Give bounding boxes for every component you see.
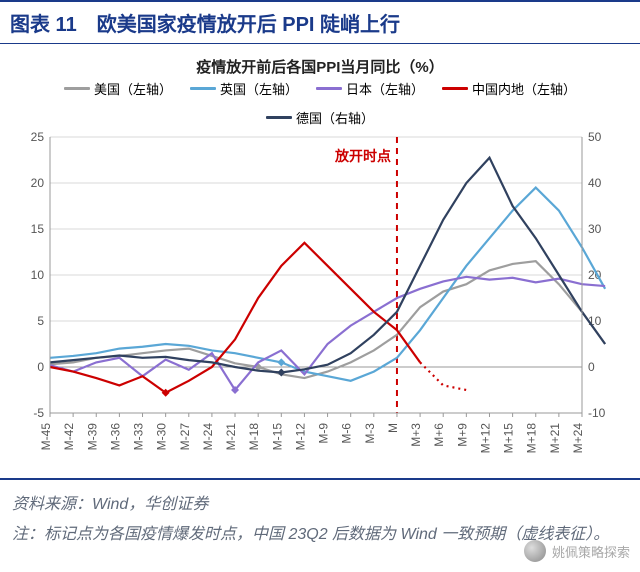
legend-label: 英国（左轴） (220, 79, 298, 98)
svg-text:放开时点: 放开时点 (334, 148, 391, 164)
legend-item: 日本（左轴） (316, 79, 424, 98)
svg-text:M: M (386, 423, 400, 433)
svg-text:M+24: M+24 (571, 423, 585, 454)
svg-text:50: 50 (588, 130, 602, 144)
legend-item: 英国（左轴） (190, 79, 298, 98)
svg-text:M-27: M-27 (178, 423, 192, 451)
svg-text:-10: -10 (588, 406, 606, 420)
svg-text:M+21: M+21 (548, 423, 562, 454)
source-text: 资料来源：Wind，华创证券 (0, 480, 640, 518)
svg-text:M+18: M+18 (525, 423, 539, 454)
svg-text:M-30: M-30 (155, 423, 169, 451)
svg-text:M-6: M-6 (340, 423, 354, 444)
svg-text:M-3: M-3 (363, 423, 377, 444)
legend-swatch (442, 87, 468, 90)
svg-text:M-9: M-9 (317, 423, 331, 444)
svg-text:M-42: M-42 (62, 423, 76, 451)
legend-label: 德国（右轴） (296, 108, 374, 127)
svg-text:30: 30 (588, 222, 602, 236)
line-chart: -50510152025-1001020304050M-45M-42M-39M-… (6, 129, 626, 469)
chart-title: 图表 11 欧美国家疫情放开后 PPI 陡峭上行 (0, 0, 640, 44)
svg-text:M-39: M-39 (85, 423, 99, 451)
svg-text:40: 40 (588, 176, 602, 190)
svg-text:M+12: M+12 (478, 423, 492, 454)
svg-text:25: 25 (31, 130, 45, 144)
svg-text:M-45: M-45 (39, 423, 53, 451)
svg-text:M-24: M-24 (201, 423, 215, 451)
svg-text:5: 5 (37, 314, 44, 328)
svg-text:20: 20 (31, 176, 45, 190)
legend-item: 德国（右轴） (266, 108, 374, 127)
svg-text:M-12: M-12 (293, 423, 307, 451)
watermark: 姚佩策略探索 (524, 540, 630, 562)
svg-text:M-15: M-15 (270, 423, 284, 451)
svg-text:15: 15 (31, 222, 45, 236)
legend-item: 美国（左轴） (64, 79, 172, 98)
svg-text:M-18: M-18 (247, 423, 261, 451)
svg-text:-5: -5 (33, 406, 44, 420)
svg-text:10: 10 (31, 268, 45, 282)
legend-label: 日本（左轴） (346, 79, 424, 98)
svg-text:M+6: M+6 (432, 423, 446, 447)
svg-text:0: 0 (588, 360, 595, 374)
legend-item: 中国内地（左轴） (442, 79, 576, 98)
svg-text:M-33: M-33 (132, 423, 146, 451)
legend-swatch (316, 87, 342, 90)
legend-swatch (190, 87, 216, 90)
svg-text:M+3: M+3 (409, 423, 423, 447)
wechat-icon (524, 540, 546, 562)
legend-label: 美国（左轴） (94, 79, 172, 98)
watermark-label: 姚佩策略探索 (552, 542, 630, 561)
svg-text:M+9: M+9 (455, 423, 469, 447)
svg-text:0: 0 (37, 360, 44, 374)
svg-text:M-21: M-21 (224, 423, 238, 451)
legend-swatch (64, 87, 90, 90)
svg-text:10: 10 (588, 314, 602, 328)
legend-label: 中国内地（左轴） (472, 79, 576, 98)
svg-text:M-36: M-36 (108, 423, 122, 451)
chart-area: 疫情放开前后各国PPI当月同比（%） 美国（左轴） 英国（左轴） 日本（左轴） 中国内… (0, 44, 640, 480)
legend-swatch (266, 116, 292, 119)
legend: 美国（左轴） 英国（左轴） 日本（左轴） 中国内地（左轴） 德国（右轴） (6, 79, 634, 129)
svg-text:M+15: M+15 (502, 423, 516, 454)
chart-subtitle: 疫情放开前后各国PPI当月同比（%） (6, 56, 634, 77)
